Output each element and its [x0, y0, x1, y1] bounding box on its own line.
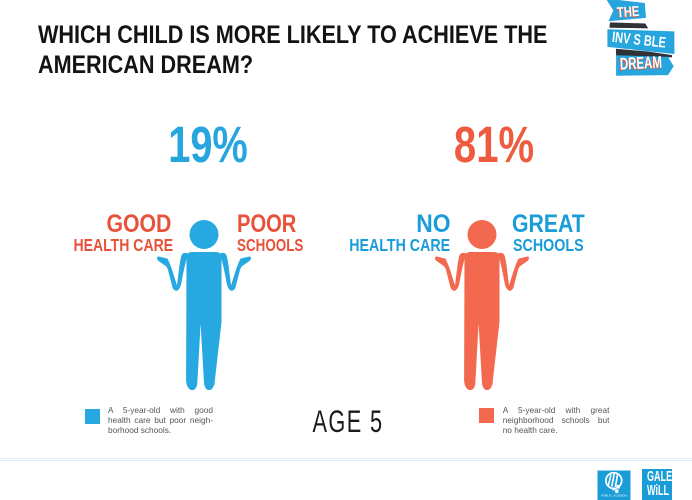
svg-text:THE: THE: [616, 2, 640, 20]
svg-text:INV S BLE: INV S BLE: [611, 28, 667, 51]
svg-text:DREAM: DREAM: [619, 55, 662, 76]
svg-text:THE: THE: [616, 3, 640, 21]
svg-text:DREAM: DREAM: [619, 54, 662, 75]
svg-text:PUBLIC AGENDA: PUBLIC AGENDA: [601, 494, 628, 498]
